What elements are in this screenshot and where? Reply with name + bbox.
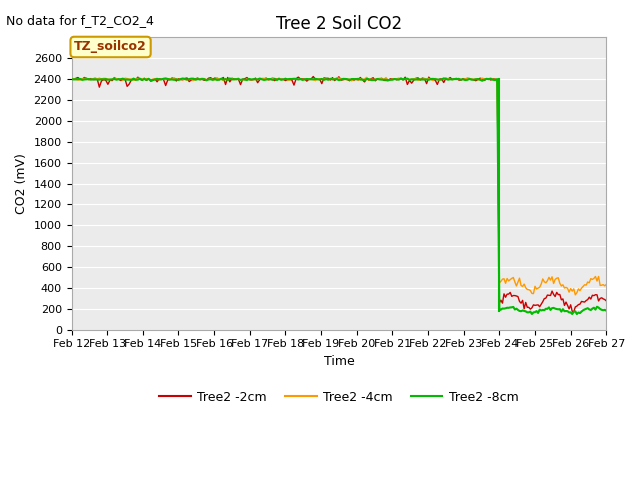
Title: Tree 2 Soil CO2: Tree 2 Soil CO2 bbox=[276, 15, 402, 33]
Text: TZ_soilco2: TZ_soilco2 bbox=[74, 40, 147, 53]
Text: No data for f_T2_CO2_4: No data for f_T2_CO2_4 bbox=[6, 14, 154, 27]
Legend: Tree2 -2cm, Tree2 -4cm, Tree2 -8cm: Tree2 -2cm, Tree2 -4cm, Tree2 -8cm bbox=[154, 385, 524, 408]
Y-axis label: CO2 (mV): CO2 (mV) bbox=[15, 153, 28, 214]
X-axis label: Time: Time bbox=[324, 355, 355, 368]
